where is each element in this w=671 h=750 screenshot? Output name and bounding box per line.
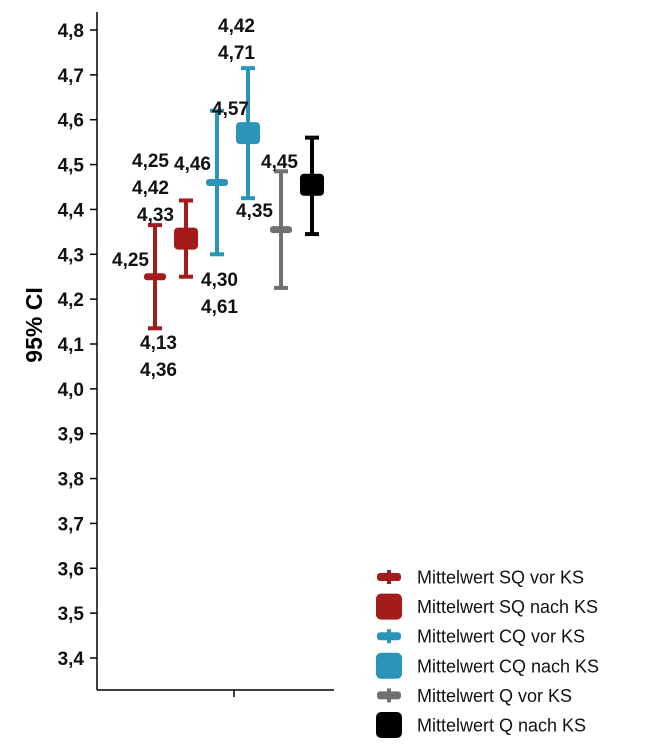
value-annotations: 4,25 4,13 4,36 4,25 4,42 4,33 4,46 4,30 4,61 4,42… (112, 16, 298, 381)
y-tick-label: 4,5 (58, 156, 85, 177)
legend-item: Mittelwert SQ vor KS (377, 568, 584, 588)
y-tick-label: 4,2 (58, 290, 84, 311)
y-tick-label: 3,8 (58, 470, 84, 491)
value-annotation: 4,61 (201, 297, 238, 318)
legend-swatch (377, 573, 401, 581)
value-annotation: 4,13 (140, 333, 177, 354)
legend-label: Mittelwert CQ nach KS (417, 656, 599, 676)
value-annotation: 4,46 (174, 154, 211, 175)
legend-item: Mittelwert Q vor KS (377, 686, 572, 706)
legend: Mittelwert SQ vor KS Mittelwert SQ nach K… (376, 568, 599, 738)
legend-swatch (376, 652, 402, 679)
mean-marker (206, 179, 228, 187)
mean-marker (270, 226, 292, 234)
legend-item: Mittelwert CQ vor KS (377, 627, 585, 647)
legend-label: Mittelwert Q vor KS (417, 686, 572, 706)
y-axis-title: 95% CI (21, 287, 47, 362)
value-annotation: 4,33 (137, 205, 174, 226)
y-tick-label: 4,8 (58, 21, 84, 42)
mean-marker (144, 273, 166, 281)
legend-label: Mittelwert CQ vor KS (417, 627, 585, 647)
legend-swatch (377, 632, 401, 641)
error-bar (300, 135, 324, 237)
y-tick-label: 4,4 (58, 200, 85, 221)
mean-marker (174, 227, 198, 250)
value-annotation: 4,45 (261, 152, 298, 173)
value-annotation: 4,57 (212, 99, 249, 120)
y-tick-label: 4,6 (58, 111, 84, 132)
y-tick-label: 3,9 (58, 425, 84, 446)
error-bar (236, 66, 260, 201)
value-annotation: 4,35 (236, 201, 273, 222)
error-bar (144, 223, 166, 331)
legend-item: Mittelwert Q nach KS (376, 712, 586, 738)
legend-label: Mittelwert SQ nach KS (417, 597, 598, 617)
legend-swatch (376, 593, 402, 620)
mean-marker (300, 173, 324, 196)
error-bar (174, 198, 198, 279)
y-tick-label: 4,0 (58, 380, 84, 401)
y-tick-label: 3,6 (58, 559, 84, 580)
y-ticks: 3,4 3,5 3,6 3,7 3,8 3,9 4,0 4,1 4,2 4,3 4,4 4,5 4,6 4… (58, 21, 97, 670)
legend-item: Mittelwert CQ nach KS (376, 652, 599, 679)
mean-marker (236, 122, 260, 145)
value-annotation: 4,71 (218, 43, 255, 64)
y-tick-label: 3,5 (58, 604, 85, 625)
value-annotation: 4,25 (112, 250, 149, 271)
y-tick-label: 3,4 (58, 649, 85, 670)
y-tick-label: 4,3 (58, 245, 84, 266)
legend-swatch (377, 691, 401, 700)
error-bars (144, 66, 324, 331)
legend-label: Mittelwert Q nach KS (417, 716, 586, 736)
value-annotation: 4,30 (201, 270, 238, 291)
error-bar (206, 108, 228, 257)
y-tick-label: 4,1 (58, 335, 85, 356)
value-annotation: 4,25 (132, 151, 169, 172)
legend-item: Mittelwert SQ nach KS (376, 593, 598, 620)
y-tick-label: 3,7 (58, 514, 84, 535)
error-bar (270, 169, 292, 290)
value-annotation: 4,42 (132, 178, 169, 199)
value-annotation: 4,36 (140, 360, 177, 381)
legend-swatch (376, 712, 402, 738)
legend-label: Mittelwert SQ vor KS (417, 568, 584, 588)
value-annotation: 4,42 (218, 16, 255, 37)
y-tick-label: 4,7 (58, 66, 84, 87)
